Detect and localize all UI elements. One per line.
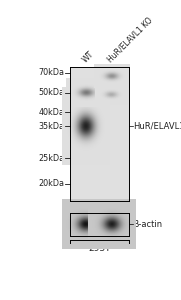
Bar [70,213,129,236]
Text: 25kDa: 25kDa [38,154,64,163]
Text: 293T: 293T [89,244,111,253]
Text: 20kDa: 20kDa [38,179,64,188]
Text: HuR/ELAVL1: HuR/ELAVL1 [133,122,181,130]
Text: 35kDa: 35kDa [38,122,64,130]
Text: WT: WT [81,50,96,64]
Text: HuR/ELAVL1 KO: HuR/ELAVL1 KO [106,16,155,64]
Text: 50kDa: 50kDa [38,88,64,97]
Text: 70kDa: 70kDa [38,68,64,77]
Text: β-actin: β-actin [133,220,163,229]
Text: 40kDa: 40kDa [39,108,64,117]
Bar [70,67,129,201]
